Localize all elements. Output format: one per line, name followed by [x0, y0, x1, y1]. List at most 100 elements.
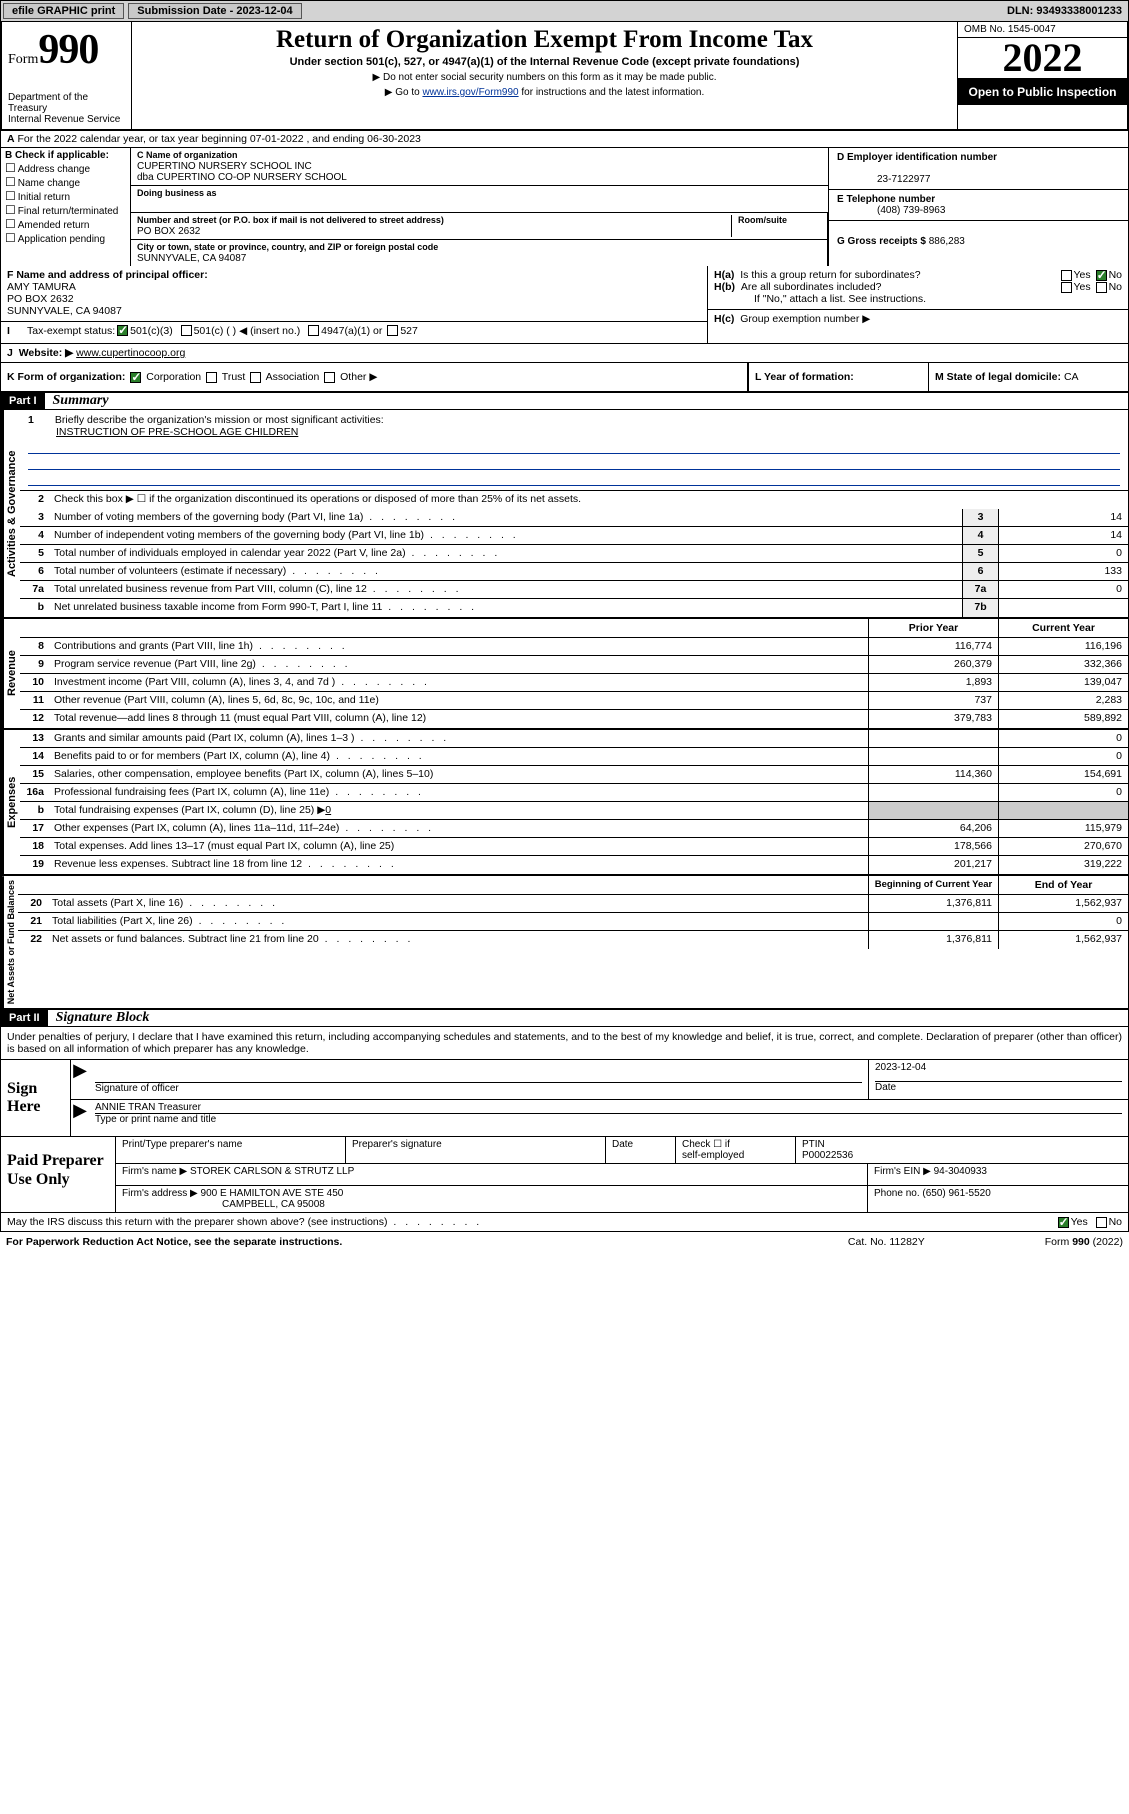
subdate-btn[interactable]: Submission Date - 2023-12-04: [128, 3, 301, 19]
firm-phone-label: Phone no.: [874, 1188, 922, 1199]
hb-text: Are all subordinates included?: [741, 281, 882, 293]
ha-no-lbl: No: [1109, 269, 1122, 281]
hb-no[interactable]: [1096, 282, 1107, 293]
l9-py: 260,379: [868, 656, 998, 673]
form-number: 990: [38, 27, 98, 73]
hb-no-lbl: No: [1109, 281, 1122, 293]
dln-label: DLN:: [1007, 5, 1036, 17]
discuss-no[interactable]: [1096, 1217, 1107, 1228]
rev-block: Revenue Prior YearCurrent Year 8Contribu…: [0, 619, 1129, 730]
officer-printed-name: ANNIE TRAN Treasurer: [95, 1102, 201, 1113]
sign-here-grid: Sign Here ▶ Signature of officer 2023-12…: [0, 1060, 1129, 1137]
k-o3: Association: [266, 371, 320, 383]
b-opt-3-label: Final return/terminated: [18, 206, 119, 217]
l14-text: Benefits paid to or for members (Part IX…: [50, 748, 868, 765]
sig-date-label: Date: [875, 1082, 896, 1093]
l10-text: Investment income (Part VIII, column (A)…: [50, 674, 868, 691]
chk-4947[interactable]: [308, 325, 319, 336]
l7b-text: Net unrelated business taxable income fr…: [50, 599, 962, 617]
l4-text: Number of independent voting members of …: [50, 527, 962, 544]
net-side-label: Net Assets or Fund Balances: [2, 876, 18, 1008]
firm-addr2: CAMPBELL, CA 95008: [122, 1199, 325, 1210]
firm-name: STOREK CARLSON & STRUTZ LLP: [190, 1166, 354, 1177]
c-label: C Name of organization: [137, 150, 238, 160]
l9-cy: 332,366: [998, 656, 1128, 673]
b-opt-2[interactable]: ☐Initial return: [5, 189, 126, 203]
l15-text: Salaries, other compensation, employee b…: [50, 766, 868, 783]
mission-text: INSTRUCTION OF PRE-SCHOOL AGE CHILDREN: [28, 426, 298, 438]
i-row: I Tax-exempt status: 501(c)(3) 501(c) ( …: [7, 325, 701, 337]
l22-ey: 1,562,937: [998, 931, 1128, 949]
b-opt-1[interactable]: ☐Name change: [5, 175, 126, 189]
prep-c1: Print/Type preparer's name: [122, 1139, 242, 1150]
discuss-yes[interactable]: [1058, 1217, 1069, 1228]
hb-yes[interactable]: [1061, 282, 1072, 293]
k-o2: Trust: [222, 371, 246, 383]
l6-val: 133: [998, 563, 1128, 580]
k-other[interactable]: [324, 372, 335, 383]
j-label: Website: ▶: [19, 347, 74, 359]
part1-badge: Part I: [1, 393, 45, 409]
form-header: Form990 Department of the Treasury Inter…: [0, 22, 1129, 131]
l16a-py: [868, 784, 998, 801]
website-link[interactable]: www.cupertinocoop.org: [76, 347, 185, 359]
l19-cy: 319,222: [998, 856, 1128, 874]
part1-title: Summary: [45, 393, 109, 409]
gov-side-label: Activities & Governance: [2, 410, 20, 617]
l16a-text: Professional fundraising fees (Part IX, …: [50, 784, 868, 801]
ha-yes[interactable]: [1061, 270, 1072, 281]
net-block: Net Assets or Fund Balances Beginning of…: [0, 876, 1129, 1010]
l16b-val: 0: [325, 804, 331, 816]
g-label: G Gross receipts $: [837, 236, 929, 247]
city-box: City or town, state or province, country…: [131, 240, 827, 266]
k-trust[interactable]: [206, 372, 217, 383]
chk-527[interactable]: [387, 325, 398, 336]
l20-by: 1,376,811: [868, 895, 998, 912]
col-b: B Check if applicable: ☐Address change ☐…: [1, 148, 131, 266]
f-label: F Name and address of principal officer:: [7, 269, 208, 281]
chk-501c[interactable]: [181, 325, 192, 336]
room-label: Room/suite: [738, 215, 787, 225]
k-corp[interactable]: [130, 372, 141, 383]
b-opt-0[interactable]: ☐Address change: [5, 161, 126, 175]
i-o1: 501(c)(3): [130, 325, 173, 337]
b-opt-5-label: Application pending: [18, 234, 105, 245]
l22-text: Net assets or fund balances. Subtract li…: [48, 931, 868, 949]
b-opt-4[interactable]: ☐Amended return: [5, 217, 126, 231]
dba-label: Doing business as: [137, 188, 217, 198]
l16a-cy: 0: [998, 784, 1128, 801]
l7a-val: 0: [998, 581, 1128, 598]
top-bar: efile GRAPHIC print Submission Date - 20…: [0, 0, 1129, 22]
prep-c2: Preparer's signature: [352, 1139, 442, 1150]
hb-lbl: H(b): [714, 281, 735, 293]
b-label: B Check if applicable:: [5, 150, 126, 161]
ha-yes-lbl: Yes: [1074, 269, 1091, 281]
m-label: M State of legal domicile:: [935, 371, 1064, 383]
instructions-link[interactable]: www.irs.gov/Form990: [422, 87, 518, 98]
exp-block: Expenses 13Grants and similar amounts pa…: [0, 730, 1129, 876]
efile-btn[interactable]: efile GRAPHIC print: [3, 3, 124, 19]
b-opt-3[interactable]: ☐Final return/terminated: [5, 203, 126, 217]
l18-text: Total expenses. Add lines 13–17 (must eq…: [50, 838, 868, 855]
k-assoc[interactable]: [250, 372, 261, 383]
dept-treasury: Department of the Treasury: [8, 92, 125, 114]
title-cell: Return of Organization Exempt From Incom…: [132, 22, 957, 129]
d-label: D Employer identification number: [837, 152, 997, 163]
l21-by: [868, 913, 998, 930]
l20-text: Total assets (Part X, line 16): [48, 895, 868, 912]
officer-sig-cell: Signature of officer: [89, 1060, 868, 1099]
l3-val: 14: [998, 509, 1128, 526]
addr-label: Number and street (or P.O. box if mail i…: [137, 215, 444, 225]
l12-text: Total revenue—add lines 8 through 11 (mu…: [50, 710, 868, 728]
l17-text: Other expenses (Part IX, column (A), lin…: [50, 820, 868, 837]
ha-no[interactable]: [1096, 270, 1107, 281]
chk-501c3[interactable]: [117, 325, 128, 336]
dln: DLN: 93493338001233: [1007, 5, 1128, 17]
sign-here-label: Sign Here: [1, 1060, 71, 1136]
col-right: D Employer identification number 23-7122…: [828, 148, 1128, 266]
b-opt-5[interactable]: ☐Application pending: [5, 231, 126, 245]
firm-addr1: 900 E HAMILTON AVE STE 450: [201, 1188, 344, 1199]
ha-lbl: H(a): [714, 269, 734, 281]
form-number-cell: Form990 Department of the Treasury Inter…: [2, 22, 132, 129]
l6-text: Total number of volunteers (estimate if …: [50, 563, 962, 580]
